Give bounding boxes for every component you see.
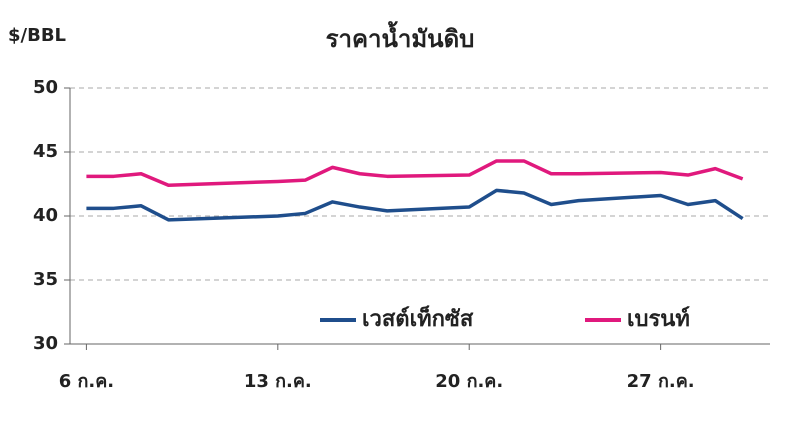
y-tick-label: 40 (33, 205, 58, 226)
chart-title: ราคาน้ำมันดิบ (326, 20, 475, 53)
x-tick-label: 27 ก.ค. (627, 371, 695, 392)
y-axis-label: $/BBL (8, 25, 66, 46)
y-tick-label: 50 (33, 77, 58, 98)
x-tick-label: 13 ก.ค. (244, 371, 312, 392)
x-tick-label: 20 ก.ค. (435, 371, 503, 392)
legend-label: เบรนท์ (627, 306, 690, 332)
y-tick-label: 30 (33, 333, 58, 354)
series-line (86, 188, 744, 222)
y-tick-label: 35 (33, 269, 58, 290)
series-line (86, 159, 744, 188)
legend-label: เวสต์เท็กซัส (362, 304, 474, 332)
y-tick-label: 45 (33, 141, 58, 162)
x-tick-label: 6 ก.ค. (59, 371, 114, 392)
